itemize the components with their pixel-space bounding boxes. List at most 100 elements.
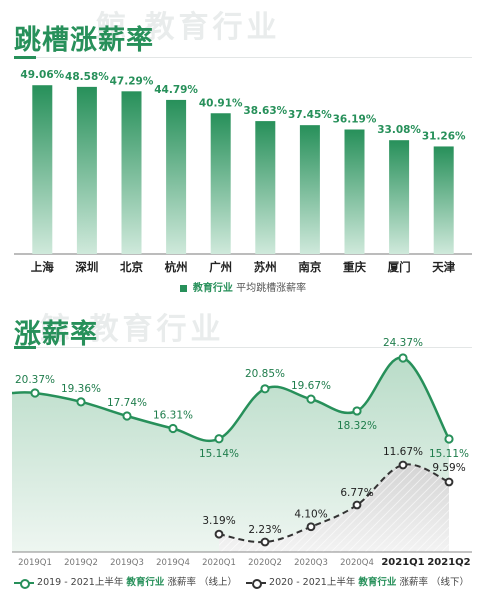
online-point [352, 406, 362, 416]
category-label: 2020Q4 [340, 558, 374, 568]
online-point [260, 384, 270, 394]
category-label: 2021Q1 [381, 557, 424, 568]
bar-value-label: 49.06% [20, 69, 64, 81]
category-label: 2019Q3 [110, 558, 144, 568]
offline-point [214, 529, 224, 539]
bar [389, 140, 410, 254]
category-label: 苏州 [254, 260, 277, 274]
offline-value-label: 9.59% [432, 462, 465, 474]
online-area [12, 357, 449, 552]
category-label: 2019Q1 [18, 558, 52, 568]
category-label: 2020Q3 [294, 558, 328, 568]
category-label: 2020Q1 [202, 558, 236, 568]
category-label: 厦门 [388, 260, 411, 274]
category-label: 2019Q2 [64, 558, 98, 568]
online-value-label: 20.37% [15, 374, 55, 386]
offline-value-label: 11.67% [383, 446, 423, 458]
legend-line-solid [14, 578, 34, 589]
legend-mode: （线下） [430, 577, 469, 588]
online-value-label: 15.14% [199, 448, 239, 460]
legend-industry: 教育行业 [358, 577, 397, 588]
online-point [30, 388, 40, 398]
legend-mode: （线上） [198, 577, 237, 588]
bar-value-label: 31.26% [422, 130, 466, 142]
bar [32, 85, 53, 254]
title-accent-rule [14, 346, 36, 349]
bar-value-label: 38.63% [243, 105, 287, 117]
category-label: 北京 [120, 260, 143, 274]
category-label: 2020Q2 [248, 558, 282, 568]
title-divider [36, 57, 472, 58]
online-value-label: 20.85% [245, 368, 285, 380]
line-chart-title: 涨薪率 [14, 319, 98, 350]
bar [344, 129, 365, 254]
category-label: 深圳 [75, 260, 98, 274]
category-label: 天津 [432, 260, 455, 274]
online-value-label: 19.67% [291, 380, 331, 392]
bar-value-label: 37.45% [288, 109, 332, 121]
bar [166, 99, 187, 255]
offline-value-label: 6.77% [340, 487, 373, 499]
online-value-label: 15.11% [429, 448, 469, 460]
legend-label: 平均跳槽涨薪率 [236, 283, 307, 294]
bar-chart-title: 跳槽涨薪率 [14, 25, 154, 56]
online-point [444, 434, 454, 444]
legend-line-dashed [246, 578, 266, 589]
bar [255, 121, 276, 255]
category-label: 上海 [31, 260, 54, 274]
legend-industry: 教育行业 [126, 577, 165, 588]
online-value-label: 24.37% [383, 337, 423, 349]
legend-item-offline: 2020 - 2021上半年 教育行业 涨薪率 （线下） [246, 574, 469, 589]
legend-period: 2020 - 2021上半年 [269, 577, 356, 588]
offline-point [306, 522, 316, 532]
bar [433, 146, 454, 254]
offline-point [444, 477, 454, 487]
bar-value-label: 47.29% [110, 75, 154, 87]
legend-industry: 教育行业 [192, 283, 233, 294]
legend-period: 2019 - 2021上半年 [37, 577, 124, 588]
legend-swatch [179, 284, 187, 292]
offline-point [260, 537, 270, 547]
online-point [122, 411, 132, 421]
bar [76, 86, 97, 254]
bar-value-label: 48.58% [65, 71, 109, 83]
bar-value-label: 33.08% [377, 124, 421, 136]
offline-area-hatch [219, 464, 449, 552]
category-label: 杭州 [165, 260, 188, 274]
bar-chart: 49.06% 上海 48.58% 深圳 47.29% 北京 44.79% 杭州 40.91% 广州… [14, 69, 472, 274]
online-point [214, 434, 224, 444]
bar-value-label: 40.91% [199, 97, 243, 109]
category-label: 2021Q2 [427, 557, 470, 568]
legend-label: 涨薪率 [399, 577, 428, 588]
watermark: 鲸 教育行业 [96, 10, 281, 45]
legend-label: 涨薪率 [167, 577, 196, 588]
offline-value-label: 4.10% [294, 509, 327, 521]
bar [299, 125, 320, 254]
offline-point [398, 460, 408, 470]
line-chart-panel: 鲸 教育行业 涨薪率 [0, 300, 486, 600]
online-line [11, 356, 451, 443]
category-label: 广州 [209, 260, 232, 274]
online-value-label: 18.32% [337, 420, 377, 432]
online-point [168, 423, 178, 434]
category-label: 重庆 [343, 260, 366, 274]
category-label: 南京 [298, 260, 321, 274]
bar [210, 113, 231, 254]
offline-value-label: 3.19% [202, 515, 235, 527]
bar-value-label: 36.19% [333, 113, 377, 125]
title-divider [36, 347, 472, 348]
category-label: 2019Q4 [156, 558, 190, 568]
online-value-label: 16.31% [153, 410, 193, 422]
offline-value-label: 2.23% [248, 524, 281, 536]
legend-item-online: 2019 - 2021上半年 教育行业 涨薪率 （线上） [14, 574, 237, 589]
online-value-label: 19.36% [61, 383, 101, 395]
online-point [76, 397, 86, 407]
bar-chart-panel: 鲸 教育行业 跳槽涨薪率 49.06% 上海 48.58% 深圳 47.29% 北京 44.… [14, 10, 472, 294]
bar-value-label: 44.79% [154, 84, 198, 96]
bar [121, 91, 142, 254]
online-point [398, 353, 408, 363]
title-accent-rule [14, 56, 36, 59]
online-point [306, 394, 316, 404]
online-value-label: 17.74% [107, 397, 147, 409]
